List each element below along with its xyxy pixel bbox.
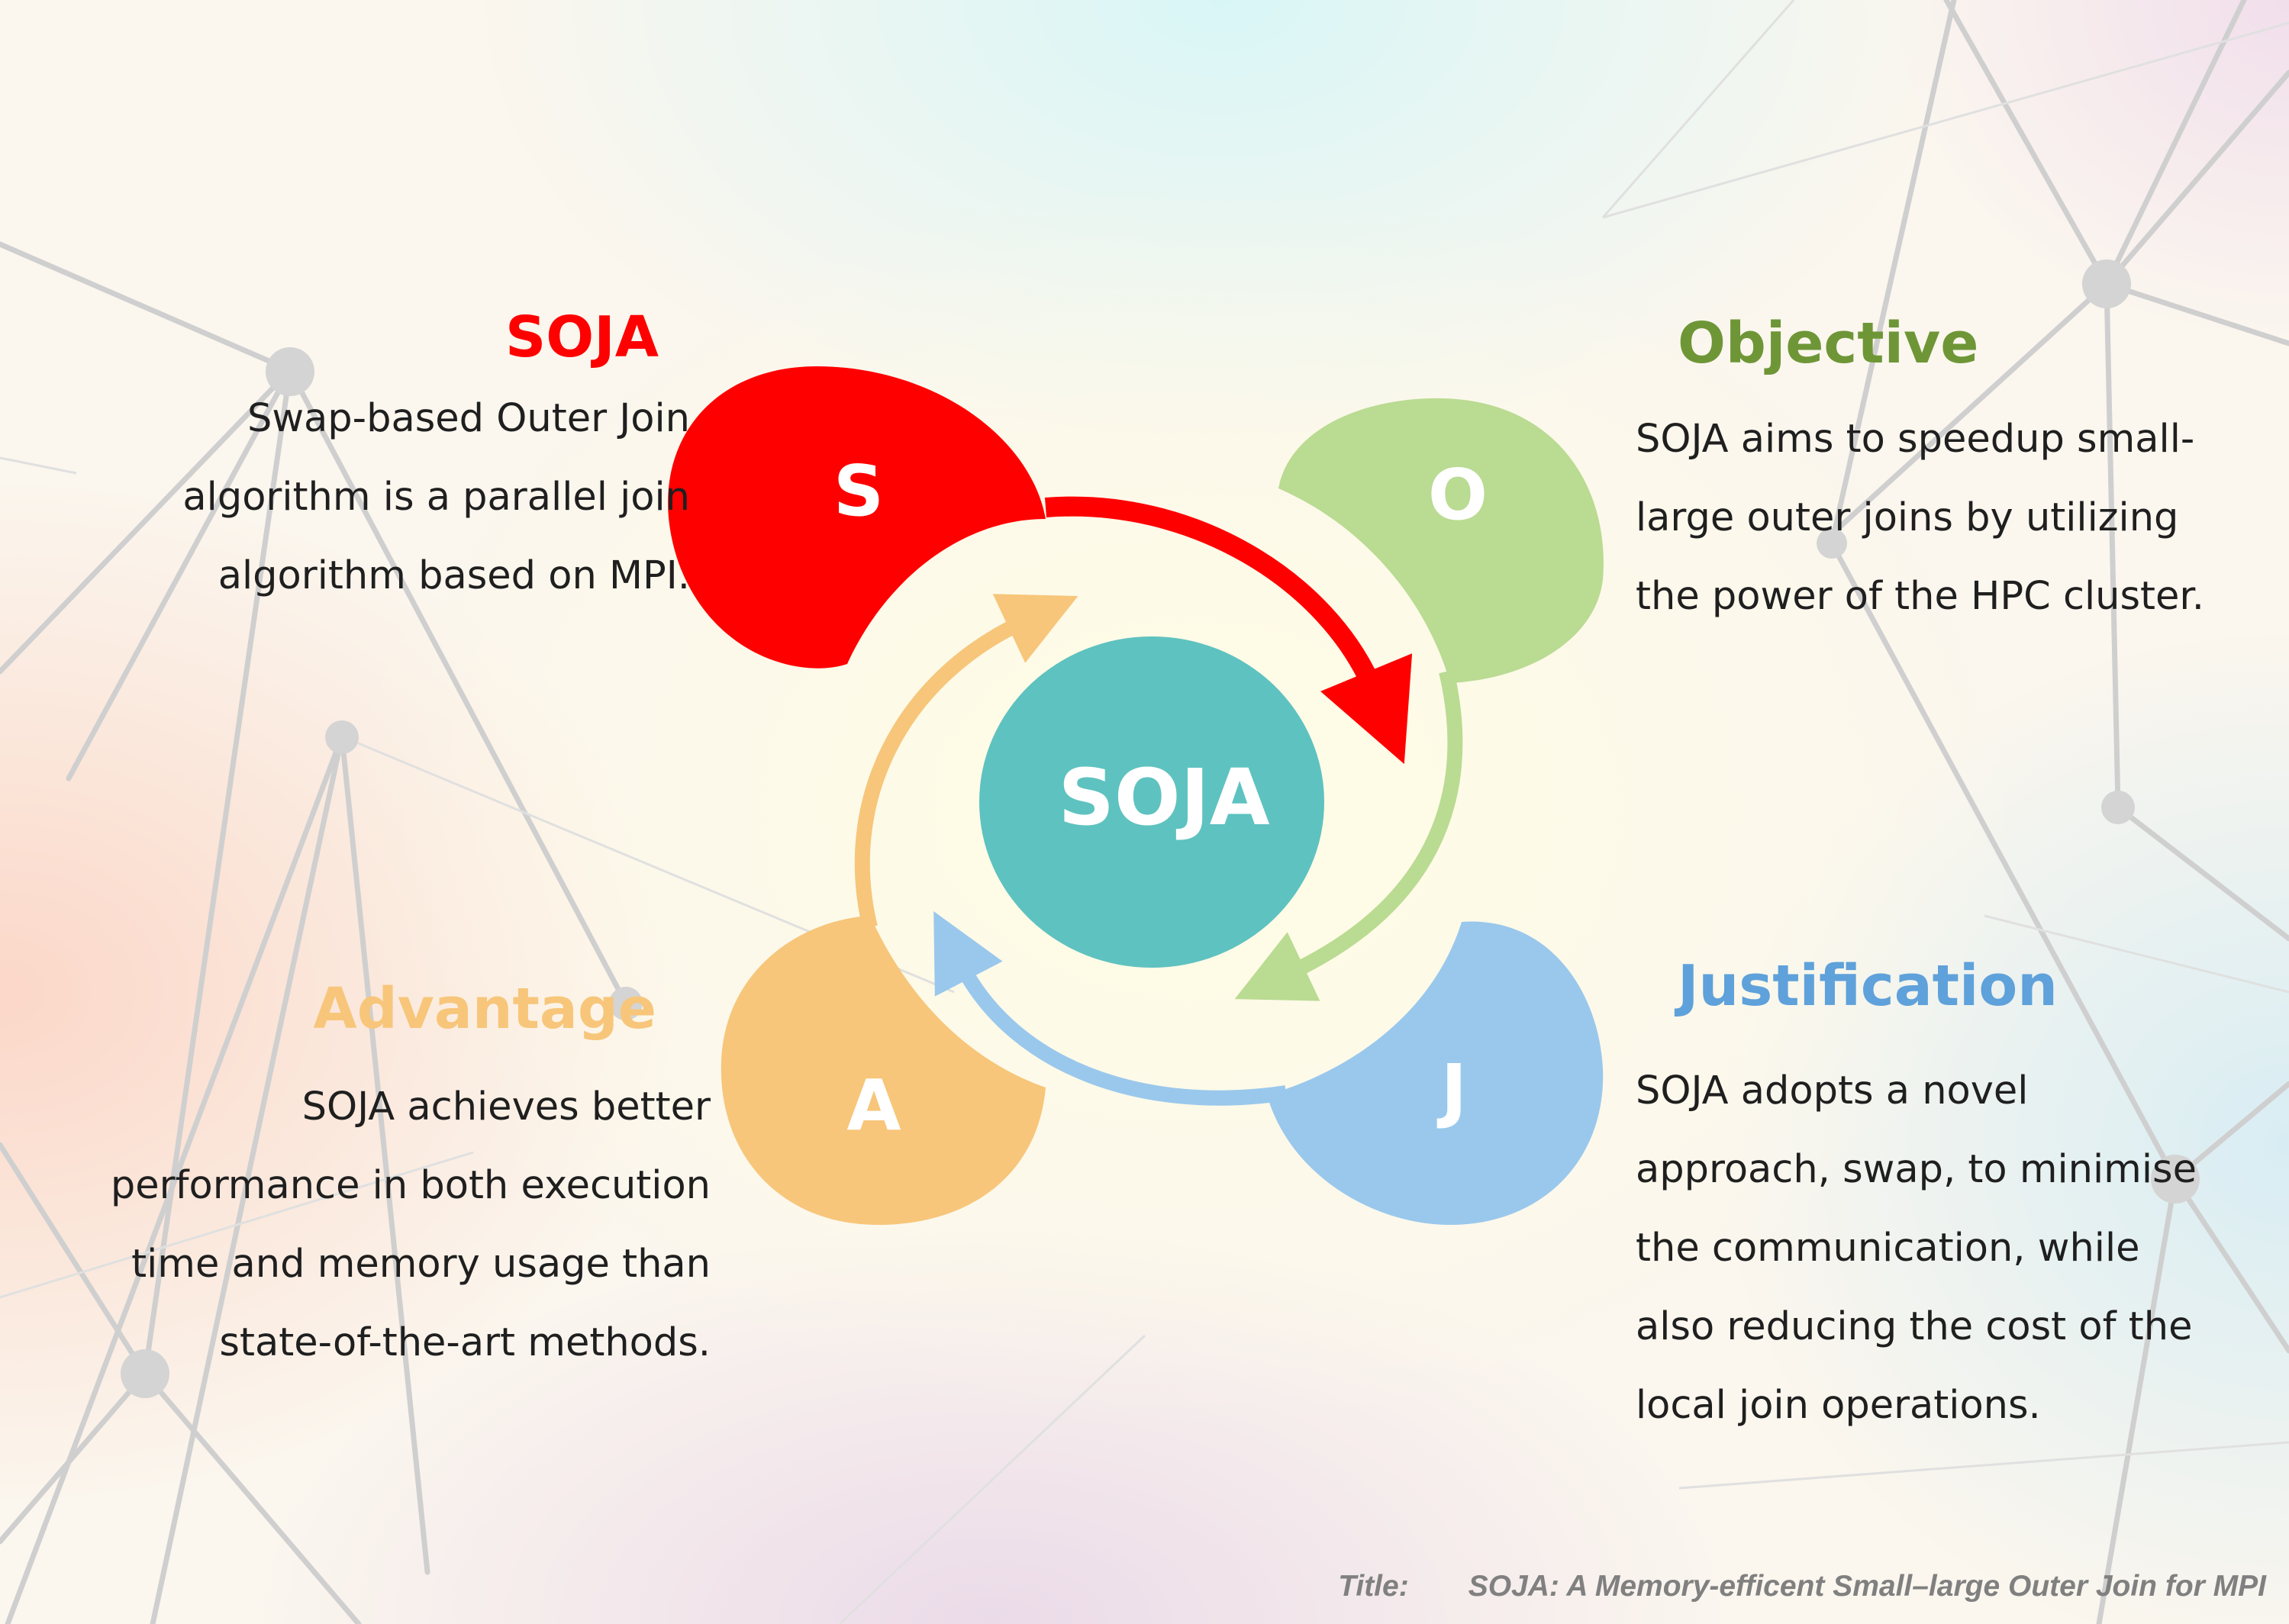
o-section-body: SOJA aims to speedup small- large outer … xyxy=(1636,417,2204,619)
center-label: SOJA xyxy=(1058,752,1269,843)
s-section-title: SOJA xyxy=(505,304,659,370)
footer: Title: SOJA: A Memory-efficent Small–larg… xyxy=(1338,1570,2266,1603)
a-letter: A xyxy=(846,1065,901,1146)
a-blob xyxy=(721,594,1078,1225)
footer-label: Title: xyxy=(1338,1570,1409,1603)
footer-title: SOJA: A Memory-efficent Small–large Oute… xyxy=(1468,1570,2266,1603)
o-section-title: Objective xyxy=(1678,311,1979,376)
s-letter: S xyxy=(833,450,884,532)
s-blob xyxy=(668,366,1413,765)
center-circle xyxy=(979,636,1324,968)
o-letter: O xyxy=(1428,454,1488,536)
s-section-body: Swap-based Outer Join algorithm is a par… xyxy=(182,396,690,598)
a-section-body: SOJA achieves better performance in both… xyxy=(110,1084,711,1365)
o-blob xyxy=(1234,398,1604,1001)
j-section-title: Justification xyxy=(1678,953,2058,1019)
a-section-title: Advantage xyxy=(313,976,656,1042)
j-blob xyxy=(933,911,1604,1225)
j-letter: J xyxy=(1436,1049,1467,1131)
j-section-body: SOJA adopts a novel approach, swap, to m… xyxy=(1636,1068,2197,1428)
